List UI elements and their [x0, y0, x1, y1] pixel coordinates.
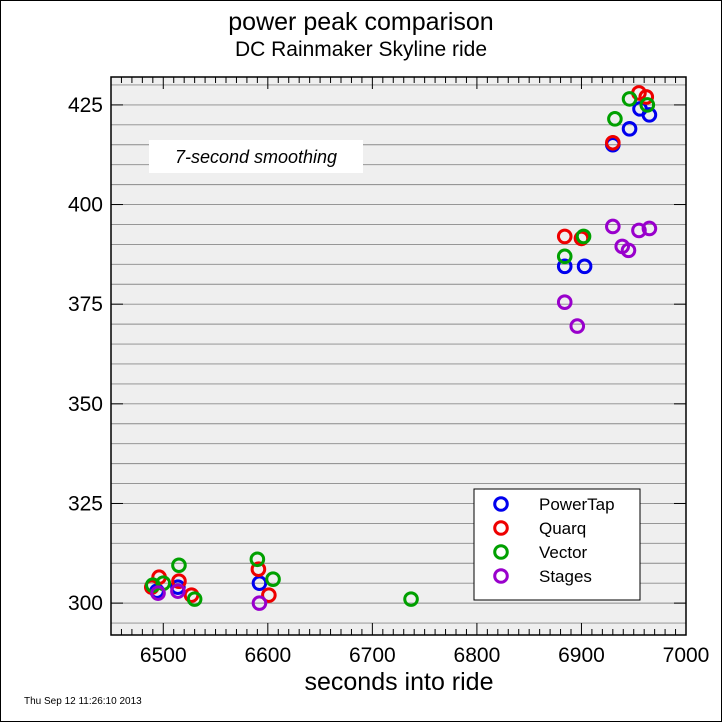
data-point-stages [569, 318, 586, 334]
x-tick-label: 6800 [454, 644, 501, 667]
legend-marker-powertap [493, 496, 509, 512]
legend-label-stages: Stages [539, 567, 592, 586]
data-point-vector [607, 111, 623, 127]
chart-title: power peak comparison [228, 8, 494, 36]
data-point-vector [575, 228, 592, 245]
data-point-powertap [641, 107, 658, 123]
data-point-stages [556, 294, 573, 310]
y-tick-label: 300 [68, 592, 103, 615]
data-point-stages [170, 583, 186, 599]
data-point-vector [171, 557, 187, 574]
annotation-text: 7-second smoothing [175, 147, 337, 167]
data-point-stages [150, 585, 166, 601]
legend-marker-stages [493, 568, 509, 584]
x-tick-label: 6500 [140, 644, 187, 667]
legend-label-vector: Vector [539, 543, 588, 562]
data-point-quarq [605, 134, 621, 151]
data-point-powertap [556, 258, 573, 275]
data-point-quarq [573, 230, 590, 247]
legend-marker-vector [493, 544, 509, 560]
data-point-powertap [576, 258, 593, 275]
data-point-quarq [171, 573, 187, 589]
legend-label-powertap: PowerTap [539, 495, 615, 514]
data-point-quarq [250, 561, 267, 578]
data-point-vector [639, 97, 656, 113]
data-point-quarq [556, 228, 573, 245]
data-point-stages [620, 242, 637, 259]
x-tick-label: 6700 [349, 644, 396, 667]
x-axis-label: seconds into ride [304, 668, 494, 696]
y-tick-label: 325 [68, 492, 103, 515]
y-tick-label: 350 [68, 393, 103, 416]
plot-frame [110, 76, 687, 636]
x-tick-label: 7000 [663, 644, 710, 667]
data-point-stages [641, 220, 658, 237]
y-tick-label: 375 [68, 293, 103, 316]
data-point-vector [265, 571, 281, 588]
data-point-vector [556, 248, 573, 265]
data-point-vector [403, 591, 419, 607]
annotation-box [149, 140, 363, 173]
footer-timestamp: Thu Sep 12 11:26:10 2013 [24, 696, 142, 707]
data-point-stages [605, 218, 621, 235]
data-point-powertap [621, 121, 638, 137]
data-point-vector [621, 91, 638, 107]
x-tick-label: 6900 [558, 644, 605, 667]
data-point-quarq [638, 89, 655, 105]
data-point-quarq [261, 587, 277, 603]
chart-subtitle: DC Rainmaker Skyline ride [234, 38, 488, 61]
x-tick-label: 6600 [244, 644, 291, 667]
y-tick-label: 425 [68, 94, 103, 117]
legend-label-quarq: Quarq [539, 519, 586, 538]
data-point-vector [249, 551, 266, 568]
y-tick-label: 400 [68, 194, 103, 217]
legend-marker-quarq [493, 520, 509, 536]
data-point-vector [186, 591, 203, 607]
data-point-stages [631, 222, 647, 239]
data-point-stages [251, 595, 268, 611]
